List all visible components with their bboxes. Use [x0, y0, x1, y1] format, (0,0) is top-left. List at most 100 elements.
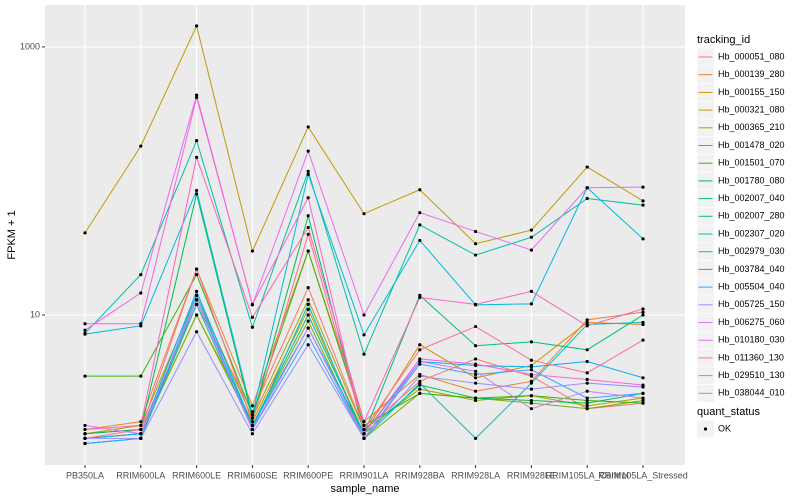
- point: [529, 248, 534, 252]
- point: [418, 359, 422, 364]
- point: [83, 328, 87, 332]
- point: [474, 398, 478, 403]
- point: [585, 371, 589, 375]
- point: [529, 407, 534, 411]
- point: [250, 416, 254, 420]
- point: [641, 396, 645, 400]
- y-tick-label: 10: [30, 309, 40, 319]
- shape-legend-label: OK: [718, 423, 731, 433]
- point: [139, 374, 143, 378]
- point: [250, 315, 254, 319]
- point: [474, 324, 478, 329]
- point: [474, 376, 478, 380]
- point: [195, 188, 199, 193]
- point: [418, 188, 422, 192]
- point: [641, 320, 645, 325]
- point: [195, 24, 199, 28]
- point: [306, 326, 310, 330]
- point: [418, 362, 422, 366]
- legend-label: Hb_000155_150: [718, 87, 785, 97]
- x-tick-label: RRIM105LA_Stressed: [598, 470, 688, 480]
- point: [418, 387, 422, 391]
- point: [474, 396, 478, 400]
- x-tick-label: RRIM901LA: [339, 470, 388, 480]
- point: [529, 228, 534, 232]
- point: [250, 410, 254, 414]
- point: [306, 319, 310, 323]
- point: [641, 391, 645, 396]
- x-tick-label: PB350LA: [66, 470, 104, 480]
- legend-label: Hb_001780_080: [718, 175, 785, 185]
- point: [529, 401, 534, 405]
- point: [139, 273, 143, 277]
- x-tick-label: RRIM600PE: [283, 470, 333, 480]
- point: [585, 404, 589, 408]
- point: [139, 427, 143, 432]
- point: [641, 185, 645, 189]
- point: [250, 423, 254, 428]
- legend-title: tracking_id: [697, 34, 750, 46]
- point: [362, 352, 366, 356]
- x-tick-label: RRIM928BA: [395, 470, 445, 480]
- point: [474, 372, 478, 377]
- x-tick-label: RRIM928LE: [507, 470, 556, 480]
- point: [139, 322, 143, 326]
- legend-label: Hb_005725_150: [718, 299, 785, 309]
- point: [83, 432, 87, 436]
- point: [641, 401, 645, 405]
- point: [306, 307, 310, 312]
- point: [418, 211, 422, 215]
- y-axis-title: FPKM + 1: [6, 210, 18, 259]
- point: [474, 381, 478, 385]
- legend-label: Hb_001501_070: [718, 158, 785, 168]
- point: [83, 374, 87, 378]
- point: [139, 436, 143, 441]
- point: [585, 389, 589, 393]
- point: [306, 286, 310, 290]
- legend-label: Hb_002007_280: [718, 211, 785, 221]
- point: [585, 324, 589, 328]
- point: [474, 357, 478, 361]
- point: [250, 413, 254, 417]
- point: [83, 441, 87, 446]
- points: [83, 24, 645, 446]
- legend-label: Hb_011360_130: [718, 352, 784, 362]
- point: [418, 381, 422, 385]
- point: [362, 432, 366, 436]
- legend-label: Hb_029510_130: [718, 370, 785, 380]
- point: [250, 404, 254, 408]
- legend-label: Hb_003784_040: [718, 264, 785, 274]
- point: [83, 423, 87, 428]
- legend-label: Hb_000139_280: [718, 69, 785, 79]
- point: [195, 155, 199, 159]
- point: [139, 420, 143, 424]
- point: [474, 253, 478, 257]
- point: [362, 436, 366, 441]
- point: [418, 357, 422, 361]
- point: [474, 389, 478, 393]
- point: [641, 313, 645, 317]
- point: [195, 330, 199, 334]
- shape-legend-point: [703, 427, 708, 431]
- legend-label: Hb_001478_020: [718, 140, 785, 150]
- point: [306, 125, 310, 129]
- legend-label: Hb_002307_020: [718, 228, 785, 238]
- point: [641, 310, 645, 314]
- point: [529, 289, 534, 293]
- point: [306, 232, 310, 236]
- point: [195, 302, 199, 306]
- point: [585, 359, 589, 364]
- point: [362, 313, 366, 317]
- point: [418, 223, 422, 227]
- point: [529, 302, 534, 306]
- point: [474, 344, 478, 348]
- point: [195, 273, 199, 277]
- point: [83, 427, 87, 432]
- legend-label: Hb_038044_010: [718, 388, 785, 398]
- x-tick-label: RRIM105LA_Control: [546, 470, 629, 480]
- x-axis-title: sample_name: [330, 483, 399, 495]
- point: [306, 214, 310, 218]
- point: [585, 401, 589, 405]
- point: [641, 398, 645, 403]
- point: [474, 242, 478, 246]
